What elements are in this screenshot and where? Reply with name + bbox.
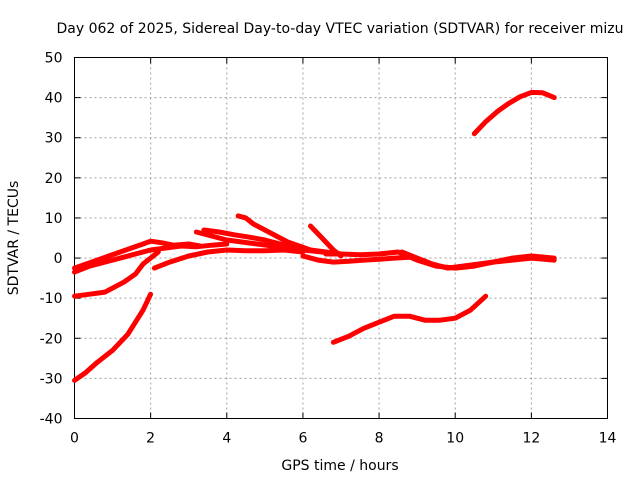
series-trace-5 [151, 247, 306, 271]
chart-title: Day 062 of 2025, Sidereal Day-to-day VTE… [57, 21, 624, 37]
x-tick-label: 14 [599, 431, 617, 447]
x-tick-label: 2 [146, 431, 155, 447]
axis-ticks: 0 2 4 6 8 10 12 14 -40 -30 -20 -10 0 10 20 30 40 50 [40, 51, 617, 447]
series-trace-1 [72, 291, 154, 383]
y-tick-label: -10 [40, 291, 63, 307]
data-traces [72, 89, 557, 383]
y-tick-label: -30 [40, 371, 63, 387]
series-trace-13 [330, 293, 489, 345]
series-trace-14 [471, 89, 557, 137]
series-trace-7 [201, 227, 344, 257]
y-tick-label: 10 [45, 211, 63, 227]
y-tick-label: 20 [45, 171, 63, 187]
series-trace-12 [399, 249, 557, 271]
x-tick-label: 8 [375, 431, 384, 447]
x-tick-label: 6 [298, 431, 307, 447]
y-axis-label: SDTVAR / TECUs [6, 181, 22, 296]
x-tick-label: 12 [522, 431, 540, 447]
series-trace-2 [72, 249, 161, 299]
y-tick-label: 50 [45, 51, 63, 67]
plot-frame [74, 57, 608, 419]
x-tick-label: 4 [222, 431, 231, 447]
x-tick-label: 10 [446, 431, 464, 447]
grid [74, 57, 608, 419]
y-tick-label: 30 [45, 131, 63, 147]
y-tick-label: -40 [40, 412, 63, 428]
x-tick-label: 0 [70, 431, 79, 447]
series-trace-4 [72, 241, 230, 275]
x-axis-label: GPS time / hours [281, 458, 398, 474]
series-trace-8 [235, 213, 313, 253]
y-tick-label: 0 [54, 251, 63, 267]
y-tick-label: -20 [40, 331, 63, 347]
series-trace-9 [300, 253, 412, 265]
y-tick-label: 40 [45, 91, 63, 107]
